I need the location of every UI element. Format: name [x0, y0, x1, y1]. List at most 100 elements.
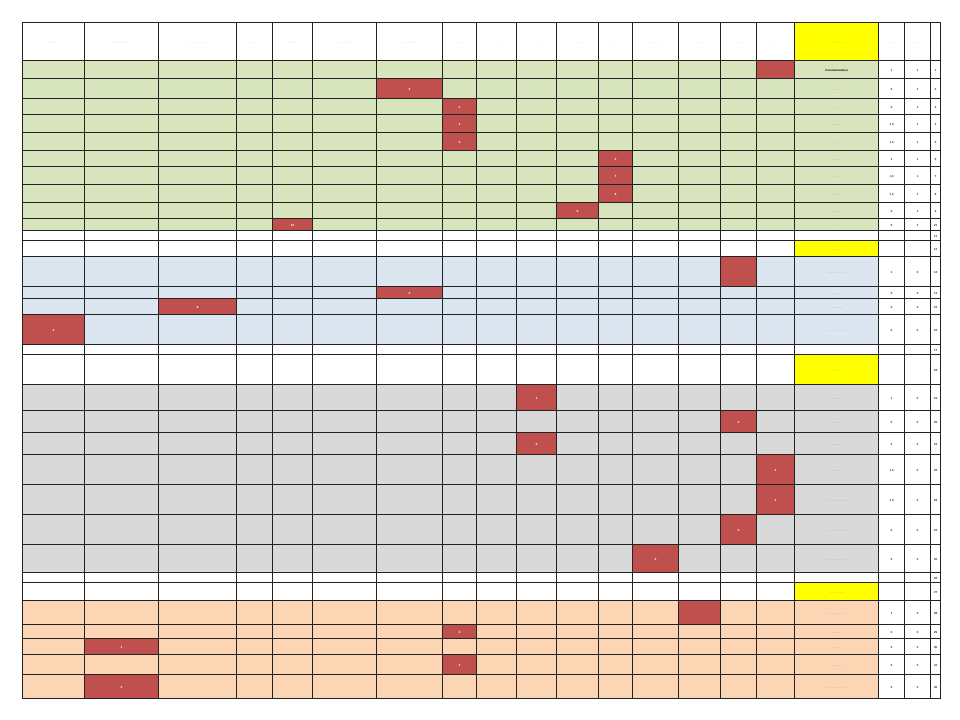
grid-cell[interactable]	[756, 98, 795, 115]
grid-cell[interactable]	[376, 674, 443, 699]
grid-cell[interactable]	[756, 184, 795, 203]
grid-cell[interactable]	[442, 572, 477, 583]
grid-cell[interactable]	[476, 624, 517, 639]
marked-cell[interactable]: 9	[556, 202, 599, 219]
grid-cell[interactable]	[84, 256, 159, 287]
grid-cell[interactable]	[272, 230, 313, 241]
grid-cell[interactable]	[720, 114, 757, 133]
grid-cell[interactable]	[22, 674, 85, 699]
grid-cell[interactable]	[516, 654, 557, 675]
marked-cell[interactable]: 8	[158, 298, 237, 315]
grid-cell[interactable]	[376, 514, 443, 545]
grid-cell[interactable]	[516, 218, 557, 231]
grid-cell[interactable]	[678, 654, 721, 675]
grid-cell[interactable]	[678, 432, 721, 455]
grid-cell[interactable]	[442, 354, 477, 385]
grid-cell[interactable]	[720, 98, 757, 115]
grid-cell[interactable]	[556, 150, 599, 167]
grid-cell[interactable]	[158, 484, 237, 515]
grid-cell[interactable]	[236, 354, 273, 385]
grid-cell[interactable]	[236, 240, 273, 257]
grid-cell[interactable]	[272, 654, 313, 675]
grid-cell[interactable]	[720, 354, 757, 385]
marked-cell[interactable]: 4	[442, 114, 477, 133]
marked-cell[interactable]: 5	[720, 514, 757, 545]
grid-cell[interactable]	[312, 674, 377, 699]
grid-cell[interactable]	[312, 582, 377, 601]
grid-cell[interactable]	[84, 114, 159, 133]
grid-cell[interactable]	[632, 344, 679, 355]
grid-cell[interactable]	[272, 150, 313, 167]
grid-cell[interactable]	[598, 572, 633, 583]
grid-cell[interactable]	[756, 544, 795, 573]
grid-cell[interactable]	[312, 354, 377, 385]
grid-cell[interactable]	[312, 298, 377, 315]
grid-cell[interactable]	[756, 314, 795, 345]
grid-cell[interactable]	[476, 544, 517, 573]
grid-cell[interactable]	[598, 240, 633, 257]
grid-cell[interactable]	[476, 218, 517, 231]
marked-cell[interactable]: 2	[516, 432, 557, 455]
grid-cell[interactable]	[236, 78, 273, 99]
marked-cell[interactable]: 4	[442, 98, 477, 115]
grid-cell[interactable]	[272, 454, 313, 485]
grid-cell[interactable]	[84, 354, 159, 385]
grid-cell[interactable]	[84, 384, 159, 411]
grid-cell[interactable]	[516, 624, 557, 639]
grid-cell[interactable]	[720, 454, 757, 485]
grid-cell[interactable]	[84, 230, 159, 241]
grid-cell[interactable]	[376, 166, 443, 185]
grid-cell[interactable]	[312, 654, 377, 675]
grid-cell[interactable]	[720, 484, 757, 515]
grid-cell[interactable]	[158, 218, 237, 231]
grid-cell[interactable]	[22, 600, 85, 625]
grid-cell[interactable]	[720, 572, 757, 583]
grid-cell[interactable]	[598, 256, 633, 287]
grid-cell[interactable]	[476, 132, 517, 151]
grid-cell[interactable]	[678, 344, 721, 355]
grid-cell[interactable]	[22, 544, 85, 573]
grid-cell[interactable]	[236, 344, 273, 355]
grid-cell[interactable]	[756, 298, 795, 315]
grid-cell[interactable]	[556, 624, 599, 639]
grid-cell[interactable]	[678, 384, 721, 411]
grid-cell[interactable]	[598, 98, 633, 115]
grid-cell[interactable]	[476, 166, 517, 185]
grid-cell[interactable]	[158, 114, 237, 133]
grid-cell[interactable]	[556, 572, 599, 583]
grid-cell[interactable]	[516, 202, 557, 219]
grid-cell[interactable]	[556, 218, 599, 231]
grid-cell[interactable]	[376, 432, 443, 455]
grid-cell[interactable]	[476, 674, 517, 699]
grid-cell[interactable]	[556, 314, 599, 345]
grid-cell[interactable]	[720, 638, 757, 655]
grid-cell[interactable]	[22, 384, 85, 411]
marked-cell[interactable]: 4	[756, 484, 795, 515]
marked-cell[interactable]: 8	[598, 184, 633, 203]
grid-cell[interactable]	[516, 600, 557, 625]
marked-cell[interactable]	[678, 600, 721, 625]
marked-cell[interactable]: 1	[516, 384, 557, 411]
grid-cell[interactable]	[22, 230, 85, 241]
grid-cell[interactable]	[678, 514, 721, 545]
grid-cell[interactable]	[598, 582, 633, 601]
grid-cell[interactable]	[556, 354, 599, 385]
grid-cell[interactable]	[272, 384, 313, 411]
grid-cell[interactable]	[272, 674, 313, 699]
grid-cell[interactable]	[756, 410, 795, 433]
grid-cell[interactable]	[720, 60, 757, 79]
grid-cell[interactable]	[516, 582, 557, 601]
grid-cell[interactable]	[236, 638, 273, 655]
grid-cell[interactable]	[442, 202, 477, 219]
grid-cell[interactable]	[312, 638, 377, 655]
grid-cell[interactable]	[476, 286, 517, 299]
grid-cell[interactable]	[272, 166, 313, 185]
grid-cell[interactable]	[720, 218, 757, 231]
grid-cell[interactable]	[720, 184, 757, 203]
grid-cell[interactable]	[236, 286, 273, 299]
marked-cell[interactable]: 2	[720, 410, 757, 433]
grid-cell[interactable]	[22, 240, 85, 257]
grid-cell[interactable]	[158, 132, 237, 151]
grid-cell[interactable]	[376, 114, 443, 133]
grid-cell[interactable]	[476, 184, 517, 203]
